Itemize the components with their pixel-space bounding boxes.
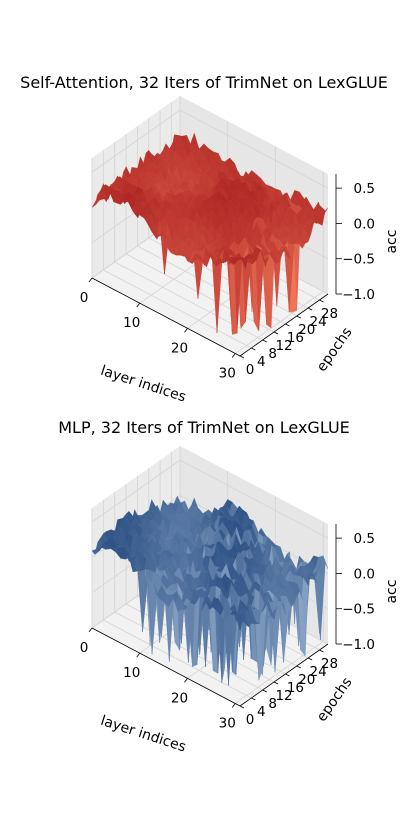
z-tick-label: 0.0 <box>354 566 375 582</box>
chart-title: MLP, 32 Iters of TrimNet on LexGLUE <box>58 418 350 437</box>
y-tick <box>319 299 324 303</box>
y-tick-label: 8 <box>268 696 277 712</box>
y-tick <box>262 689 267 693</box>
x-tick <box>184 678 188 683</box>
x-tick-label: 20 <box>171 690 188 706</box>
x-tick-label: 30 <box>219 365 236 381</box>
y-tick-label: 0 <box>246 712 255 728</box>
y-tick-label: 0 <box>246 362 255 378</box>
x-tick-label: 0 <box>80 640 89 656</box>
axis-lines <box>91 524 337 707</box>
y-tick <box>251 347 256 351</box>
z-tick-label: 0.0 <box>354 216 375 232</box>
x-tick <box>231 703 236 708</box>
y-tick-label: 20 <box>298 672 315 688</box>
z-tick-label: −1.0 <box>342 637 375 653</box>
y-tick <box>319 649 324 653</box>
y-tick <box>262 339 267 343</box>
x-tick <box>136 652 141 658</box>
y-axis-line <box>239 293 329 357</box>
x-tick <box>184 328 188 333</box>
y-tick-label: 20 <box>298 322 315 338</box>
y-tick <box>273 331 279 335</box>
surface <box>91 495 329 686</box>
z-axis-label: acc <box>384 230 400 254</box>
x-tick <box>231 353 236 358</box>
z-tick-label: −0.5 <box>342 252 375 268</box>
y-tick <box>273 681 279 685</box>
x-tick-label: 20 <box>171 340 188 356</box>
surface <box>91 133 329 335</box>
chart-self-attention: Self-Attention, 32 Iters of TrimNet on L… <box>20 73 400 406</box>
y-tick-label: 24 <box>310 314 327 330</box>
y-tick <box>239 705 245 709</box>
x-tick-label: 10 <box>123 315 140 331</box>
y-tick <box>296 665 301 669</box>
y-tick-label: 28 <box>321 306 338 322</box>
y-tick-label: 28 <box>321 656 338 672</box>
x-tick <box>88 627 93 633</box>
chart-mlp: MLP, 32 Iters of TrimNet on LexGLUE 0 10 2… <box>58 418 400 756</box>
y-tick <box>251 697 256 701</box>
y-tick <box>307 307 313 311</box>
y-axis-line <box>239 643 329 707</box>
x-axis-line <box>91 627 241 707</box>
surface-patch <box>234 613 243 632</box>
y-tick-label: 16 <box>287 680 304 696</box>
y-tick <box>307 657 313 661</box>
y-tick-label: 8 <box>268 346 277 362</box>
chart-title: Self-Attention, 32 Iters of TrimNet on L… <box>20 73 388 92</box>
y-tick <box>285 323 290 327</box>
x-tick-label: 30 <box>219 715 236 731</box>
y-tick-label: 4 <box>257 354 266 370</box>
axis-lines <box>91 174 337 357</box>
z-tick-label: 0.5 <box>354 531 375 547</box>
y-tick-label: 12 <box>275 688 292 704</box>
y-tick <box>296 315 301 319</box>
grid-line <box>91 459 329 539</box>
grid-line <box>91 109 329 189</box>
z-tick-label: −1.0 <box>342 287 375 303</box>
surface-patch <box>235 257 243 261</box>
y-tick-label: 24 <box>310 664 327 680</box>
z-tick-label: 0.5 <box>354 181 375 197</box>
y-tick-label: 16 <box>287 330 304 346</box>
x-tick <box>88 277 93 283</box>
y-tick-label: 12 <box>275 338 292 354</box>
x-tick <box>136 302 141 308</box>
x-axis-line <box>91 277 241 357</box>
y-tick-label: 4 <box>257 704 266 720</box>
x-tick-label: 0 <box>80 290 89 306</box>
y-tick <box>239 355 245 359</box>
z-axis-label: acc <box>384 580 400 604</box>
y-tick <box>285 673 290 677</box>
z-tick-label: −0.5 <box>342 602 375 618</box>
x-tick-label: 10 <box>123 665 140 681</box>
